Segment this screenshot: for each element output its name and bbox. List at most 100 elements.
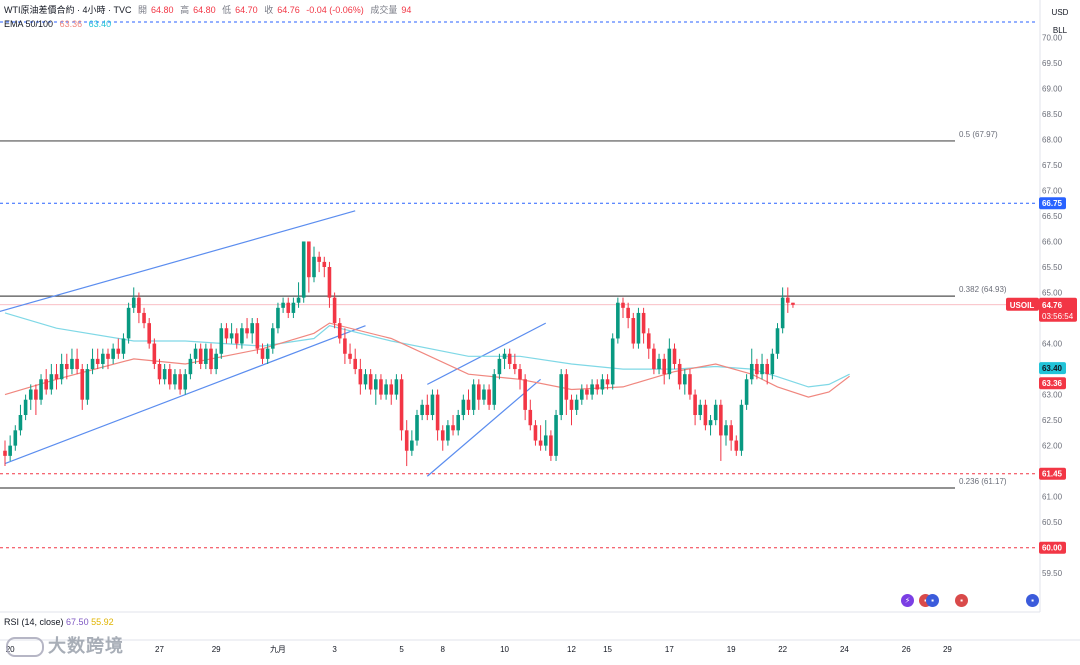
candle-body	[708, 420, 713, 426]
candle-body	[343, 338, 347, 354]
x-tick-label: 29	[212, 645, 221, 654]
ema-legend[interactable]: EMA 50/100 63.36 63.40	[4, 18, 115, 30]
flash-event-icon[interactable]: ⚡	[901, 594, 914, 607]
candle-body	[327, 266, 332, 298]
currency-unit[interactable]: USD BLL	[1046, 4, 1074, 40]
high-label: 高	[180, 5, 190, 15]
candle-body	[564, 374, 569, 400]
upper-channel-a	[0, 210, 356, 313]
candle-body	[234, 333, 239, 344]
candle-body	[142, 312, 146, 324]
candle-body	[90, 358, 95, 370]
candle-body	[646, 333, 651, 349]
candle-body	[580, 389, 584, 400]
us-flag-event-icon-3[interactable]: ▪	[955, 594, 968, 607]
candle-body	[193, 348, 198, 359]
candle-body	[399, 379, 404, 431]
candle-body	[641, 312, 646, 334]
resistance-66.75-line-tag	[1039, 197, 1066, 210]
candle-body	[65, 363, 69, 370]
candle-body	[281, 302, 285, 308]
candle-body	[271, 328, 275, 349]
candle-body	[101, 353, 105, 364]
candle-body	[440, 430, 445, 441]
candle-body	[569, 399, 574, 410]
candle-body	[183, 374, 188, 390]
watermark: 大数跨境	[6, 632, 124, 658]
candle-body	[255, 323, 260, 349]
candle-body	[116, 348, 121, 354]
candle-body	[49, 374, 54, 390]
candle-body	[204, 348, 208, 364]
volume-label: 成交量	[370, 5, 398, 15]
symbol-title[interactable]: WTI原油差價合約 · 4小時 · TVC	[4, 5, 132, 15]
y-tick-label: 66.00	[1042, 237, 1063, 246]
high-value: 64.80	[193, 5, 216, 15]
rsi-value-1: 67.50	[66, 617, 89, 627]
support-61.45-line-tag-text: 61.45	[1042, 470, 1063, 479]
candle-body	[121, 338, 126, 354]
rsi-label: RSI (14, close)	[4, 617, 64, 627]
candle-body	[554, 415, 558, 456]
candle-body	[775, 328, 780, 354]
candle-body	[471, 384, 476, 410]
candle-body	[786, 297, 790, 303]
y-tick-label: 61.00	[1042, 493, 1063, 502]
candle-body	[698, 404, 703, 416]
candle-body	[477, 384, 481, 400]
candle-body	[384, 384, 388, 395]
candle-body	[198, 348, 203, 364]
candle-body	[574, 399, 579, 410]
candle-body	[626, 307, 630, 319]
candle-body	[415, 415, 419, 441]
ema100-value: 63.40	[88, 19, 112, 29]
candle-body	[209, 348, 213, 370]
us-flag-event-icon-4[interactable]: ▪	[1026, 594, 1039, 607]
candle-body	[590, 384, 594, 395]
x-tick-label: 22	[778, 645, 787, 654]
candle-body	[224, 328, 229, 339]
candle-body	[744, 379, 749, 405]
candle-body	[34, 389, 38, 400]
candle-body	[332, 297, 337, 324]
x-tick-label: 17	[665, 645, 674, 654]
candle-body	[54, 374, 59, 380]
y-tick-label: 59.50	[1042, 569, 1063, 578]
candle-body	[713, 404, 718, 421]
us-flag-event-icon-2[interactable]: ▪	[926, 594, 939, 607]
symbol-header: WTI原油差價合約 · 4小時 · TVC 開 64.80 高 64.80 低 64.…	[4, 4, 415, 16]
x-tick-label: 29	[943, 645, 952, 654]
candle-body	[677, 363, 682, 385]
candle-body	[358, 369, 363, 385]
x-tick-label: 3	[332, 645, 337, 654]
candle-body	[513, 363, 517, 370]
countdown-text: 03:56:54	[1042, 312, 1074, 321]
ema50-value: 63.36	[59, 19, 83, 29]
candle-body	[528, 409, 533, 426]
rsi-legend[interactable]: RSI (14, close) 67.50 55.92	[4, 617, 114, 627]
candle-body	[430, 394, 435, 416]
candle-body	[610, 338, 615, 385]
candles-group	[3, 241, 795, 467]
candle-body	[631, 318, 636, 344]
low-label: 低	[222, 5, 232, 15]
candle-body	[188, 358, 193, 375]
upper-channel-b	[427, 322, 547, 385]
candle-body	[657, 358, 661, 370]
candle-body	[245, 328, 249, 334]
ema50-tag	[1039, 377, 1066, 390]
x-tick-label: 5	[399, 645, 404, 654]
candle-body	[394, 379, 399, 395]
candle-body	[549, 435, 553, 456]
y-tick-label: 62.00	[1042, 442, 1063, 451]
candle-body	[59, 363, 64, 380]
candle-body	[435, 394, 440, 431]
ema100-tag-text: 63.40	[1042, 364, 1063, 373]
candle-body	[265, 348, 270, 359]
candle-body	[214, 353, 218, 370]
candle-body	[497, 358, 502, 375]
candle-body	[95, 358, 100, 364]
rsi-value-2: 55.92	[91, 617, 114, 627]
candle-body	[729, 425, 733, 441]
